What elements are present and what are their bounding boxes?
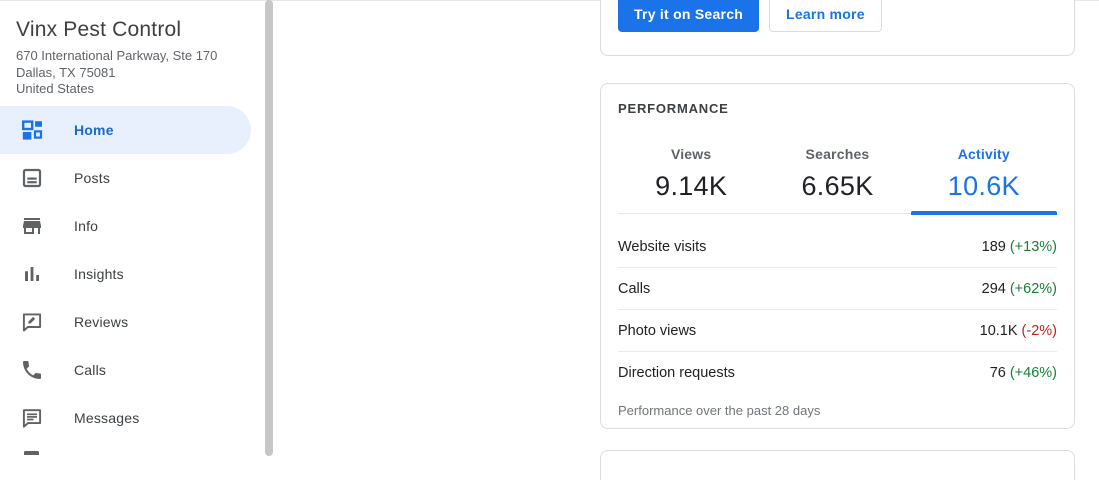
metric-label: Website visits	[618, 238, 707, 255]
metric-value: 189 (+13%)	[982, 239, 1057, 255]
performance-metric-list: Website visits 189 (+13%) Calls 294 (+62%)…	[618, 226, 1057, 394]
sidebar-item-label: Info	[74, 217, 99, 234]
dashboard-icon	[20, 118, 44, 142]
metric-number: 10.1K	[979, 322, 1018, 339]
window-top-edge	[0, 0, 1099, 1]
sidebar-item-home[interactable]: Home	[0, 105, 257, 154]
metric-delta: (+13%)	[1009, 238, 1057, 255]
sidebar-item-label: Reviews	[74, 313, 129, 330]
sidebar-item-reviews[interactable]: Reviews	[0, 298, 257, 346]
address-line-3: United States	[16, 81, 95, 96]
address-line-2: Dallas, TX 75081	[16, 64, 116, 80]
tab-value: 9.14K	[655, 171, 728, 201]
address-line-1: 670 International Parkway, Ste 170	[16, 48, 218, 63]
active-item-highlight	[0, 105, 251, 154]
metric-row-direction-requests: Direction requests 76 (+46%)	[618, 352, 1057, 394]
tab-value: 6.65K	[801, 171, 874, 201]
tab-activity[interactable]: Activity 10.6K	[910, 146, 1058, 215]
sidebar-item-posts[interactable]: Posts	[0, 154, 257, 202]
rate-review-icon	[20, 310, 44, 334]
metric-delta: (-2%)	[1021, 322, 1057, 339]
next-card-partial	[600, 450, 1075, 480]
metric-value: 76 (+46%)	[990, 365, 1057, 381]
business-header: Vinx Pest Control 670 International Park…	[0, 1, 257, 98]
metric-number: 76	[989, 365, 1006, 381]
metric-value: 294 (+62%)	[982, 281, 1057, 297]
tab-searches[interactable]: Searches 6.65K	[764, 146, 910, 213]
sidebar: Vinx Pest Control 670 International Park…	[0, 1, 257, 456]
sidebar-item-label: Calls	[74, 361, 107, 378]
sidebar-item-info[interactable]: Info	[0, 202, 257, 250]
try-it-on-search-button[interactable]: Try it on Search	[618, 0, 760, 32]
tab-label: Activity	[957, 146, 1010, 162]
search-promo-card: Try it on Search Learn more	[600, 0, 1075, 56]
performance-footer-note: Performance over the past 28 days	[618, 403, 821, 418]
sidebar-item-label: Insights	[74, 265, 124, 282]
sidebar-item-label: Home	[74, 121, 114, 138]
learn-more-button[interactable]: Learn more	[769, 0, 882, 32]
metric-value: 10.1K (-2%)	[980, 323, 1057, 339]
main-content: Try it on Search Learn more PERFORMANCE …	[274, 0, 1099, 480]
sidebar-item-insights[interactable]: Insights	[0, 250, 257, 298]
metric-row-website-visits: Website visits 189 (+13%)	[618, 226, 1057, 268]
business-address: 670 International Parkway, Ste 170 Dalla…	[16, 48, 241, 98]
metric-row-photo-views: Photo views 10.1K (-2%)	[618, 310, 1057, 352]
metric-delta: (+46%)	[1009, 365, 1057, 381]
performance-card: PERFORMANCE Views 9.14K Searches 6.65K A…	[600, 83, 1075, 429]
promo-button-row: Try it on Search Learn more	[618, 0, 882, 32]
metric-number: 294	[981, 280, 1006, 297]
sidebar-nav: Home Posts Info	[0, 105, 257, 442]
storefront-icon	[20, 214, 44, 238]
sidebar-item-label: Messages	[74, 409, 140, 426]
tab-views[interactable]: Views 9.14K	[618, 146, 764, 213]
sidebar-item-messages[interactable]: Messages	[0, 394, 257, 442]
performance-tabs: Views 9.14K Searches 6.65K Activity 10.6…	[618, 146, 1058, 215]
phone-icon	[20, 358, 44, 382]
business-name: Vinx Pest Control	[16, 18, 182, 41]
sidebar-item-label: Posts	[74, 169, 111, 186]
metric-label: Photo views	[618, 322, 697, 339]
sidebar-item-calls[interactable]: Calls	[0, 346, 257, 394]
metric-label: Calls	[618, 280, 651, 297]
chat-icon	[20, 406, 44, 430]
tab-label: Searches	[805, 146, 870, 162]
metric-row-calls: Calls 294 (+62%)	[618, 268, 1057, 310]
photos-icon	[24, 451, 39, 455]
bar-chart-icon	[20, 262, 44, 286]
metric-number: 189	[981, 238, 1006, 255]
tab-value: 10.6K	[947, 171, 1020, 201]
metric-label: Direction requests	[618, 365, 735, 381]
metric-delta: (+62%)	[1009, 280, 1057, 297]
posts-icon	[20, 166, 44, 190]
tab-label: Views	[670, 146, 712, 162]
performance-card-title: PERFORMANCE	[618, 101, 729, 116]
sidebar-scrollbar[interactable]	[265, 0, 273, 456]
